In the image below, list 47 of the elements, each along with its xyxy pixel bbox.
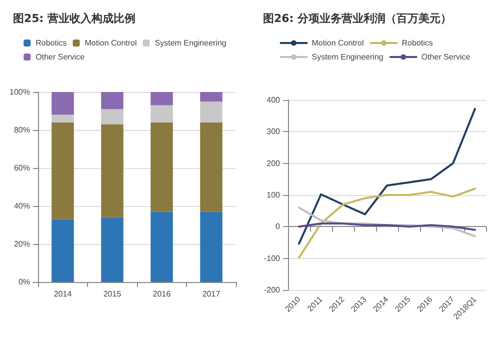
legend-label: Other Service [421,52,471,62]
line-series [298,206,476,238]
y-tick-label: 0 [276,222,281,232]
bar [200,102,222,122]
bar [150,212,173,282]
legend-label: System Engineering [312,52,384,62]
bar [52,122,74,220]
bar [200,92,222,102]
y-tick-label: 80% [14,126,30,134]
y-tick-label: 200 [266,158,281,168]
legend-label: Robotics [402,38,433,48]
x-tick-label: 2017 [202,290,221,298]
chart-title: 图25: 营业收入构成比例 [13,12,136,25]
bar [150,122,173,212]
line-series [298,222,476,231]
bar [101,109,124,124]
y-tick-label: -200 [264,286,281,294]
x-tick-label: 2016 [152,290,172,298]
legend-label: Robotics [36,38,67,48]
bar [150,105,173,122]
line-series [298,108,476,245]
y-tick-label: 20% [14,240,30,248]
line-series [298,188,476,259]
y-tick-label: 400 [266,96,281,104]
bar [200,122,222,212]
x-tick-label: 2015 [103,290,122,298]
y-tick-label: -100 [264,254,281,263]
legend-label: System Engineering [154,38,226,48]
legend-label: Motion Control [312,38,364,48]
bar [101,92,124,110]
y-tick-label: 100 [266,190,281,200]
y-tick-label: 0% [18,278,30,286]
legend-label: Other Service [36,52,86,62]
chart-title: 图26: 分项业务营业利润（百万美元） [263,12,452,25]
y-tick-label: 60% [14,164,30,172]
legend-label: Motion Control [84,38,137,48]
bar [52,92,74,115]
bar [52,114,74,122]
y-tick-label: 300 [266,127,281,136]
bar [150,92,173,106]
bar [101,217,124,282]
x-tick-label: 2014 [54,290,72,298]
bar [101,124,124,218]
bar [200,212,222,282]
y-tick-label: 100% [10,88,30,96]
bar [52,219,74,282]
y-tick-label: 40% [14,202,30,210]
